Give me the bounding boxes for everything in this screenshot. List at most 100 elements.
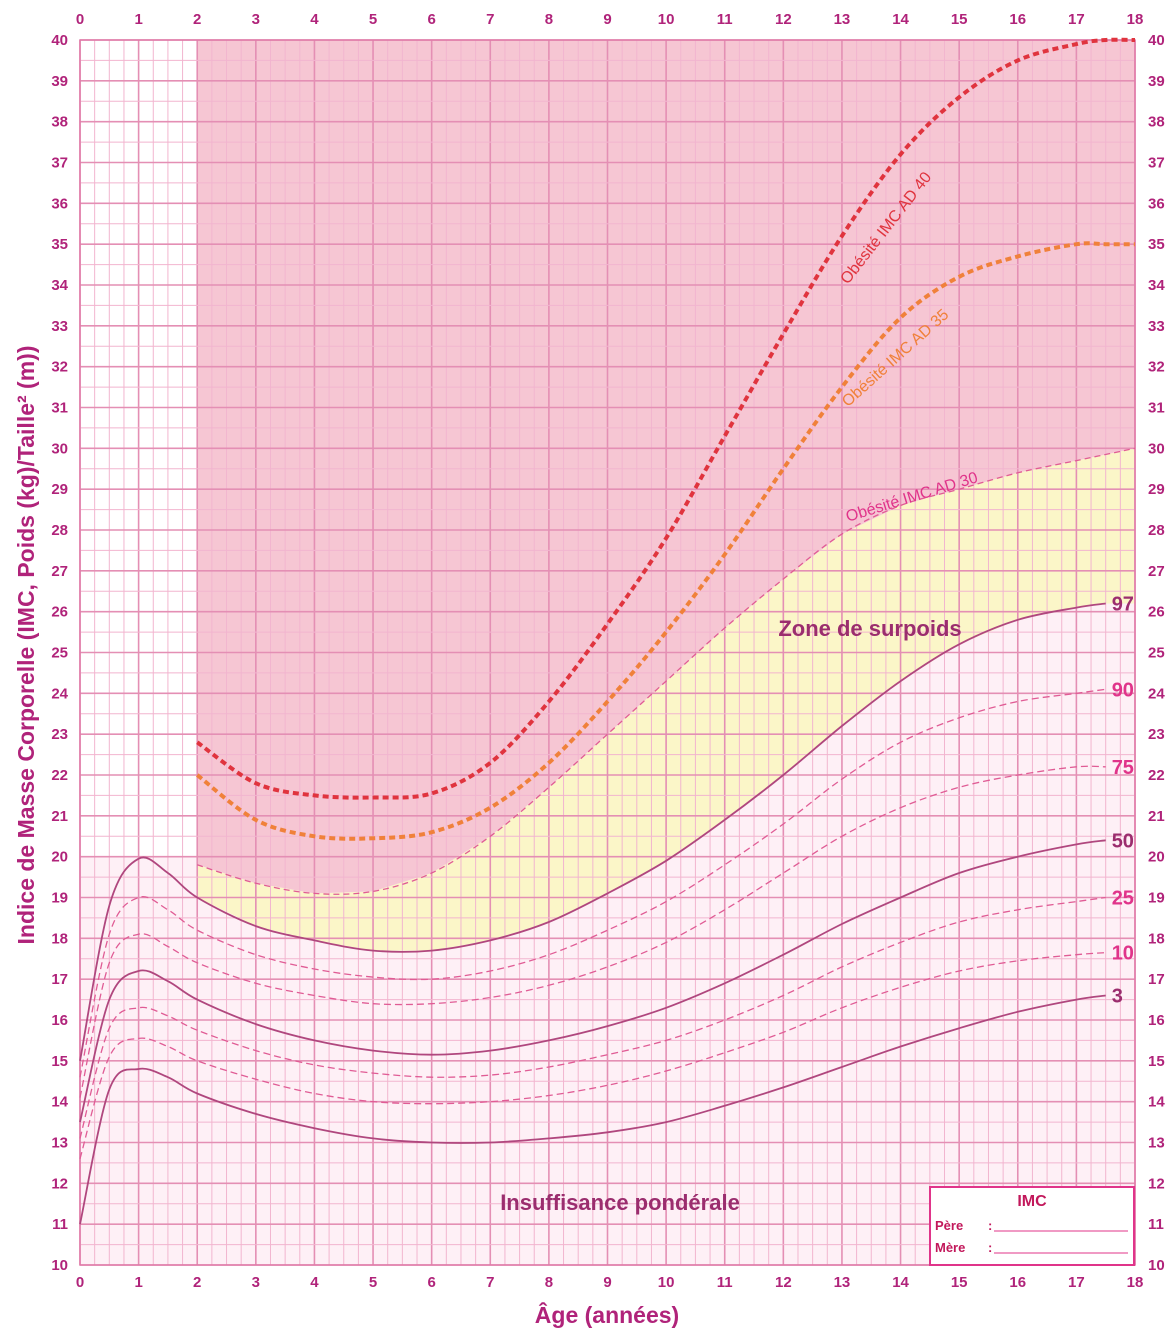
y-tick-label-right: 17: [1148, 971, 1165, 988]
x-tick-label-top: 16: [1009, 11, 1026, 28]
imc-box: IMC Père : Mère :: [929, 1186, 1135, 1266]
x-tick-label-bottom: 5: [369, 1274, 377, 1291]
percentile-label-97: 97: [1112, 594, 1134, 616]
x-tick-label-bottom: 2: [193, 1274, 201, 1291]
x-tick-label-top: 6: [427, 11, 435, 28]
x-tick-label-top: 7: [486, 11, 494, 28]
percentile-label-75: 75: [1112, 757, 1134, 779]
percentile-label-90: 90: [1112, 679, 1134, 701]
imc-box-mere-separator: :: [988, 1240, 992, 1255]
y-tick-label-left: 27: [51, 563, 68, 580]
y-tick-label-right: 26: [1148, 604, 1165, 621]
y-tick-label-right: 20: [1148, 849, 1165, 866]
x-tick-label-top: 17: [1068, 11, 1085, 28]
y-axis-title: Indice de Masse Corporelle (IMC, Poids (…: [13, 346, 39, 945]
x-tick-label-top: 14: [892, 11, 909, 28]
y-tick-label-left: 38: [51, 114, 68, 131]
series-line-10: [79, 951, 1106, 1159]
y-tick-label-right: 21: [1148, 808, 1165, 825]
series-line-50: [79, 839, 1106, 1123]
x-tick-label-top: 9: [603, 11, 611, 28]
y-tick-label-right: 38: [1148, 114, 1165, 131]
x-tick-label-top: 12: [775, 11, 792, 28]
y-tick-label-right: 39: [1148, 73, 1165, 90]
x-tick-label-bottom: 14: [892, 1274, 909, 1291]
y-tick-label-right: 31: [1148, 400, 1165, 417]
y-tick-label-right: 13: [1148, 1135, 1165, 1152]
x-tick-label-top: 5: [369, 11, 377, 28]
x-tick-label-top: 18: [1127, 11, 1144, 28]
y-tick-label-left: 30: [51, 440, 68, 457]
y-tick-label-right: 14: [1148, 1094, 1165, 1111]
x-tick-label-top: 8: [545, 11, 553, 28]
y-tick-label-right: 37: [1148, 155, 1165, 172]
x-tick-label-top: 2: [193, 11, 201, 28]
y-tick-label-left: 32: [51, 359, 68, 376]
x-tick-label-bottom: 18: [1127, 1274, 1144, 1291]
x-tick-label-bottom: 3: [252, 1274, 260, 1291]
y-tick-label-right: 15: [1148, 1053, 1165, 1070]
y-tick-label-left: 20: [51, 849, 68, 866]
y-tick-label-left: 37: [51, 155, 68, 172]
x-tick-label-top: 11: [717, 11, 733, 28]
y-tick-label-right: 24: [1148, 685, 1165, 702]
y-tick-label-right: 33: [1148, 318, 1165, 335]
percentile-label-10: 10: [1112, 943, 1134, 965]
x-tick-label-bottom: 11: [717, 1274, 733, 1291]
imc-box-title: IMC: [1017, 1193, 1047, 1210]
percentile-label-3: 3: [1112, 986, 1123, 1008]
x-tick-label-bottom: 15: [951, 1274, 968, 1291]
y-tick-label-left: 35: [51, 236, 68, 253]
y-tick-label-right: 34: [1148, 277, 1165, 294]
x-tick-label-bottom: 7: [486, 1274, 494, 1291]
axis-ticks: 0011223344556677889910101111121213131414…: [51, 11, 1165, 1291]
x-tick-label-bottom: 13: [834, 1274, 851, 1291]
y-tick-label-left: 15: [51, 1053, 68, 1070]
x-tick-label-top: 1: [134, 11, 142, 28]
y-tick-label-left: 17: [51, 971, 68, 988]
imc-box-pere-label: Père: [935, 1218, 963, 1233]
y-tick-label-left: 31: [51, 400, 68, 417]
y-tick-label-left: 36: [51, 195, 68, 212]
y-tick-label-right: 28: [1148, 522, 1165, 539]
x-axis-title: Âge (années): [535, 1301, 679, 1328]
y-tick-label-right: 25: [1148, 645, 1165, 662]
y-tick-label-left: 34: [51, 277, 68, 294]
imc-box-frame: [929, 1186, 1135, 1266]
y-tick-label-right: 30: [1148, 440, 1165, 457]
y-tick-label-right: 27: [1148, 563, 1165, 580]
y-tick-label-right: 40: [1148, 32, 1165, 49]
y-tick-label-left: 18: [51, 930, 68, 947]
percentile-label-25: 25: [1112, 888, 1134, 910]
series-line-25: [79, 896, 1106, 1139]
y-tick-label-left: 13: [51, 1135, 68, 1152]
imc-box-mere-label: Mère: [935, 1240, 965, 1255]
y-tick-label-right: 19: [1148, 890, 1165, 907]
x-tick-label-top: 10: [658, 11, 675, 28]
x-tick-label-bottom: 1: [134, 1274, 142, 1291]
y-tick-label-left: 22: [51, 767, 68, 784]
series-line-3: [79, 994, 1106, 1225]
grid-lines: [79, 39, 1136, 1266]
x-tick-label-top: 0: [76, 11, 84, 28]
x-tick-label-top: 15: [951, 11, 968, 28]
series-line-97: [79, 602, 1106, 1061]
y-tick-label-left: 25: [51, 645, 68, 662]
x-tick-label-bottom: 17: [1068, 1274, 1085, 1291]
x-tick-label-top: 4: [310, 11, 319, 28]
x-tick-label-bottom: 12: [775, 1274, 792, 1291]
x-tick-label-bottom: 4: [310, 1274, 319, 1291]
zone-surpoids-label: Zone de surpoids: [778, 616, 961, 641]
imc-box-pere-separator: :: [988, 1218, 992, 1233]
percentile-label-50: 50: [1112, 830, 1134, 852]
y-tick-label-left: 40: [51, 32, 68, 49]
y-tick-label-right: 36: [1148, 195, 1165, 212]
x-tick-label-bottom: 16: [1009, 1274, 1026, 1291]
x-tick-label-bottom: 0: [76, 1274, 84, 1291]
y-tick-label-right: 16: [1148, 1012, 1165, 1029]
y-tick-label-left: 21: [51, 808, 68, 825]
y-tick-label-left: 16: [51, 1012, 68, 1029]
y-tick-label-right: 18: [1148, 930, 1165, 947]
